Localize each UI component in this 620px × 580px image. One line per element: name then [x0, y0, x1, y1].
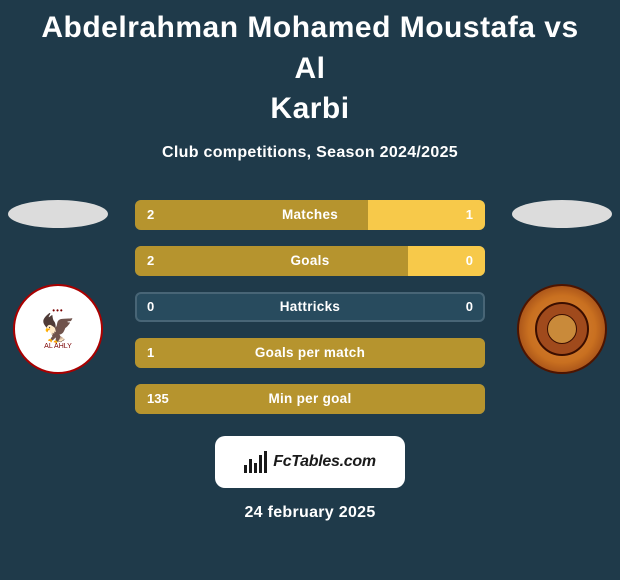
eagle-icon: 🦅	[41, 315, 76, 343]
stat-row: 20Goals	[135, 246, 485, 276]
stat-label: Goals	[135, 246, 485, 276]
brand-bars-icon	[244, 451, 267, 473]
crest-left-label: AL AHLY	[41, 343, 76, 350]
stat-label: Min per goal	[135, 384, 485, 414]
player-right-crest	[517, 284, 607, 374]
stat-label: Hattricks	[135, 292, 485, 322]
crest-left-content: ••• 🦅 AL AHLY	[41, 307, 76, 350]
player-left-oval	[8, 200, 108, 228]
subtitle: Club competitions, Season 2024/2025	[0, 144, 620, 162]
stat-label: Goals per match	[135, 338, 485, 368]
stat-row: 1Goals per match	[135, 338, 485, 368]
brand-text: FcTables.com	[273, 453, 376, 471]
stat-row: 21Matches	[135, 200, 485, 230]
title-line-1: Abdelrahman Mohamed Moustafa vs Al	[41, 11, 578, 85]
crest-right-core	[547, 314, 577, 344]
player-left-crest: ••• 🦅 AL AHLY	[13, 284, 103, 374]
stat-bars: 21Matches 20Goals 00Hattricks 1Goals per ma…	[135, 200, 485, 414]
brand-logo: FcTables.com	[215, 436, 405, 488]
crest-right-ring	[535, 302, 589, 356]
title-line-2: Karbi	[270, 92, 349, 125]
stat-row: 00Hattricks	[135, 292, 485, 322]
player-left-column: ••• 🦅 AL AHLY	[8, 200, 108, 374]
page-title: Abdelrahman Mohamed Moustafa vs Al Karbi	[0, 0, 620, 130]
comparison-chart: ••• 🦅 AL AHLY 21Matches 20Goals 00Hattrick…	[0, 200, 620, 430]
player-right-column	[512, 200, 612, 374]
stat-label: Matches	[135, 200, 485, 230]
player-right-oval	[512, 200, 612, 228]
stat-row: 135Min per goal	[135, 384, 485, 414]
date-label: 24 february 2025	[0, 504, 620, 522]
